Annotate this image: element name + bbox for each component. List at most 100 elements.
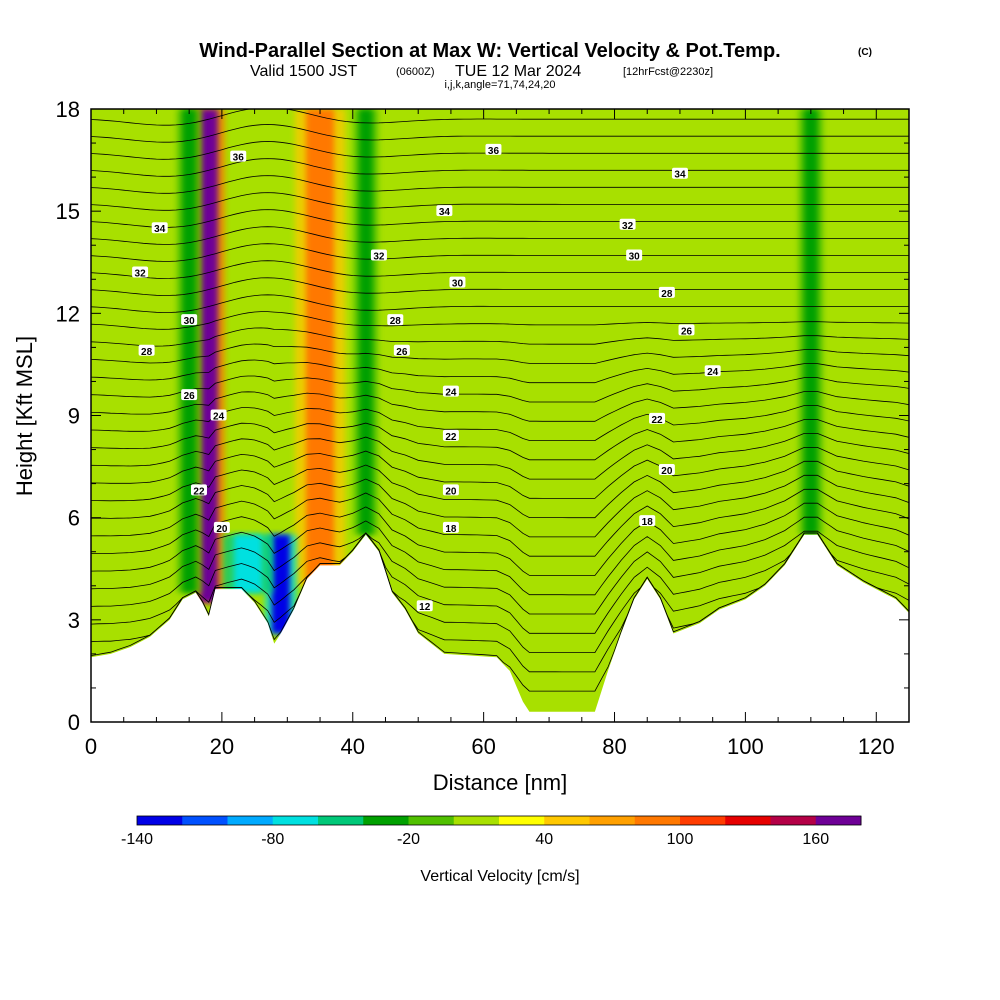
svg-text:24: 24 bbox=[707, 367, 719, 378]
x-tick-label: 20 bbox=[210, 734, 234, 759]
svg-text:34: 34 bbox=[154, 224, 166, 235]
isentrope-label: 30 bbox=[449, 276, 466, 290]
isentrope-label: 24 bbox=[704, 365, 721, 378]
colorbar-tick-label: -140 bbox=[121, 831, 153, 848]
isentrope-line bbox=[91, 277, 909, 296]
colorbar-tick-label: -20 bbox=[397, 831, 420, 848]
isentrope-line bbox=[91, 175, 909, 194]
isentrope-label: 20 bbox=[442, 484, 459, 497]
isentrope-label: 22 bbox=[649, 412, 666, 426]
copyright-mark: (C) bbox=[858, 47, 872, 58]
isentrope-label: 28 bbox=[658, 286, 675, 300]
plot-area: 36 36 34 34 34 32 32 32 30 30 30 28 28 28 26 26 26 24 24 24… bbox=[91, 109, 909, 722]
x-tick-label: 120 bbox=[858, 734, 895, 759]
colorbar-swatch bbox=[137, 816, 183, 825]
colorbar-swatch bbox=[815, 816, 862, 825]
velocity-features bbox=[176, 109, 824, 634]
isentrope-line bbox=[91, 530, 909, 615]
isentrope-label: 34 bbox=[671, 167, 688, 181]
colorbar-title: Vertical Velocity [cm/s] bbox=[420, 868, 579, 885]
valid-time: Valid 1500 JST bbox=[250, 63, 358, 80]
isentrope-line bbox=[91, 532, 909, 653]
isentrope-line bbox=[91, 109, 909, 126]
colorbar-swatch bbox=[227, 816, 274, 825]
svg-text:36: 36 bbox=[488, 146, 500, 157]
svg-text:28: 28 bbox=[141, 347, 153, 358]
colorbar-swatch bbox=[544, 816, 590, 825]
svg-text:12: 12 bbox=[419, 602, 431, 613]
isentrope-line bbox=[91, 343, 909, 364]
y-tick-label: 15 bbox=[56, 199, 80, 224]
y-tick-label: 9 bbox=[68, 404, 80, 429]
svg-text:24: 24 bbox=[213, 412, 225, 423]
colorbar-swatch bbox=[499, 816, 545, 825]
terrain bbox=[91, 534, 909, 722]
colorbar-swatch bbox=[453, 816, 500, 825]
y-axis-label: Height [Kft MSL] bbox=[12, 336, 37, 496]
x-tick-label: 0 bbox=[85, 734, 97, 759]
velocity-feature bbox=[222, 534, 274, 593]
colorbar-tick-label: 40 bbox=[535, 831, 553, 848]
isentrope-label: 26 bbox=[181, 389, 198, 402]
isentrope-line bbox=[91, 226, 909, 245]
isentrope-line bbox=[91, 209, 909, 228]
isentrope-label: 26 bbox=[678, 324, 695, 337]
y-tick-label: 6 bbox=[68, 506, 80, 531]
chart-title: Wind-Parallel Section at Max W: Vertical… bbox=[199, 40, 780, 62]
isentrope-label: 32 bbox=[132, 266, 149, 279]
isentrope-line bbox=[91, 433, 909, 480]
colorbar-swatch bbox=[725, 816, 771, 825]
svg-text:34: 34 bbox=[674, 170, 686, 181]
isentrope-line bbox=[91, 375, 909, 403]
isentrope-line bbox=[91, 294, 909, 313]
svg-text:20: 20 bbox=[445, 486, 457, 497]
isentrope-label: 24 bbox=[442, 385, 459, 399]
isentrope-label: 22 bbox=[190, 484, 207, 497]
svg-text:20: 20 bbox=[216, 524, 228, 535]
svg-text:26: 26 bbox=[681, 326, 693, 337]
svg-text:18: 18 bbox=[445, 524, 457, 535]
isentrope-line bbox=[91, 502, 909, 576]
colorbar-swatch bbox=[770, 816, 817, 825]
y-tick-label: 12 bbox=[56, 301, 80, 326]
velocity-feature bbox=[353, 109, 379, 535]
isentrope-label: 34 bbox=[151, 222, 168, 235]
colorbar-swatch bbox=[272, 816, 319, 825]
colorbar-swatch bbox=[318, 816, 364, 825]
isentrope-line bbox=[91, 192, 909, 211]
isentrope-line bbox=[91, 243, 909, 262]
isentrope-line bbox=[91, 158, 909, 177]
isentrope-label: 30 bbox=[626, 249, 643, 262]
isentrope-line bbox=[91, 447, 909, 499]
isentrope-line bbox=[91, 311, 909, 330]
colorbar-tick-label: 160 bbox=[802, 831, 829, 848]
isentrope-line bbox=[91, 260, 909, 279]
x-axis-label: Distance [nm] bbox=[433, 770, 568, 795]
isentrope-line bbox=[91, 359, 909, 384]
isentrope-lines bbox=[91, 109, 909, 692]
isentrope-line bbox=[91, 516, 909, 596]
x-tick-label: 80 bbox=[602, 734, 626, 759]
colorbar-swatch bbox=[634, 816, 681, 825]
isentrope-label: 32 bbox=[370, 249, 387, 262]
isentrope-line bbox=[91, 405, 909, 441]
svg-text:32: 32 bbox=[135, 268, 147, 279]
y-tick-label: 0 bbox=[68, 710, 80, 735]
isentrope-label: 26 bbox=[393, 344, 410, 358]
colorbar-tick-label: -80 bbox=[261, 831, 284, 848]
svg-text:34: 34 bbox=[439, 207, 451, 218]
x-tick-label: 100 bbox=[727, 734, 764, 759]
y-tick-label: 3 bbox=[68, 608, 80, 633]
isentrope-label: 20 bbox=[213, 521, 230, 535]
subtitle: Valid 1500 JST (0600Z) TUE 12 Mar 2024 [… bbox=[250, 63, 713, 80]
colorbar-swatch bbox=[589, 816, 636, 825]
valid-date: TUE 12 Mar 2024 bbox=[455, 63, 581, 80]
isentrope-line bbox=[91, 474, 909, 538]
isentrope-line bbox=[91, 460, 909, 519]
svg-text:22: 22 bbox=[445, 432, 457, 443]
x-tick-label: 60 bbox=[471, 734, 495, 759]
svg-text:28: 28 bbox=[661, 289, 673, 300]
valid-zulu: (0600Z) bbox=[396, 66, 435, 78]
